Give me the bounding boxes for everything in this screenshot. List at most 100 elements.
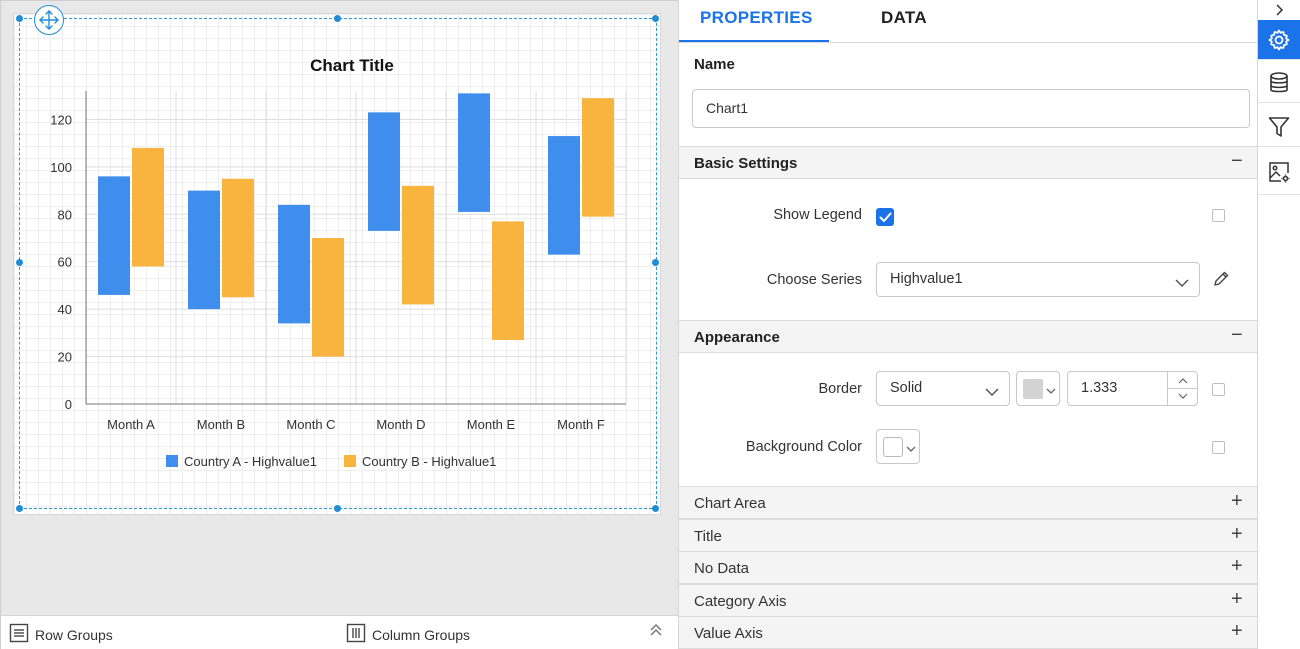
properties-panel: PROPERTIES DATA Name Chart1 Basic Settin… xyxy=(678,0,1258,649)
bar-country-a xyxy=(188,190,220,310)
section-title-label: Title xyxy=(694,528,722,545)
border-color-picker[interactable] xyxy=(1016,371,1060,406)
expand-plus-icon[interactable]: + xyxy=(1231,555,1243,577)
gear-icon[interactable] xyxy=(1258,20,1300,60)
show-legend-checkbox[interactable] xyxy=(876,208,894,226)
resize-handle-sw[interactable] xyxy=(16,505,23,512)
border-label: Border xyxy=(818,381,862,397)
y-tick-label: 60 xyxy=(58,255,72,270)
name-input[interactable]: Chart1 xyxy=(692,89,1250,128)
tab-properties[interactable]: PROPERTIES xyxy=(700,8,813,27)
filter-icon[interactable] xyxy=(1258,107,1300,147)
x-tick-label: Month B xyxy=(197,417,245,432)
bar-country-b xyxy=(402,185,434,305)
row-groups-label: Row Groups xyxy=(35,626,113,643)
chevron-up-icon[interactable] xyxy=(1168,372,1197,388)
chevron-down-icon xyxy=(1046,383,1056,399)
section-appearance[interactable]: Appearance − xyxy=(679,320,1257,353)
expand-plus-icon[interactable]: + xyxy=(1231,588,1243,610)
resize-handle-ne[interactable] xyxy=(652,15,659,22)
chevron-down-icon xyxy=(984,380,1000,413)
x-tick-label: Month F xyxy=(557,417,605,432)
bar-country-b xyxy=(132,147,164,267)
chart-legend: Country A - Highvalue1 Country B - Highva… xyxy=(166,454,496,469)
resize-handle-s[interactable] xyxy=(334,505,341,512)
y-tick-label: 0 xyxy=(65,397,72,412)
section-basic-settings-label: Basic Settings xyxy=(694,155,798,172)
name-label: Name xyxy=(694,56,735,73)
bar-country-a xyxy=(98,176,130,295)
y-tick-label: 80 xyxy=(58,207,72,222)
chart-axes: 0 20 40 60 80 100 120 Month A Month B Month C Mont… xyxy=(50,91,626,432)
choose-series-dropdown[interactable]: Highvalue1 xyxy=(876,262,1200,297)
background-color-picker[interactable] xyxy=(876,429,920,464)
border-width-numeric[interactable]: 1.333 xyxy=(1067,371,1198,406)
section-title[interactable]: Title + xyxy=(679,519,1257,552)
tab-data[interactable]: DATA xyxy=(881,8,927,27)
y-tick-label: 100 xyxy=(50,160,72,175)
bar-country-b xyxy=(312,238,344,357)
section-chart-area-label: Chart Area xyxy=(694,495,766,512)
resize-handle-w[interactable] xyxy=(16,259,23,266)
bar-country-b xyxy=(582,98,614,217)
checkmark-icon xyxy=(879,212,891,222)
row-groups-button[interactable]: Row Groups xyxy=(9,623,113,646)
y-tick-label: 20 xyxy=(58,350,72,365)
resize-handle-e[interactable] xyxy=(652,259,659,266)
border-width-stepper[interactable] xyxy=(1167,372,1197,405)
choose-series-label: Choose Series xyxy=(766,272,862,288)
x-tick-label: Month D xyxy=(376,417,425,432)
expand-plus-icon[interactable]: + xyxy=(1231,523,1243,545)
double-chevron-up-icon[interactable] xyxy=(649,622,663,641)
section-category-axis[interactable]: Category Axis + xyxy=(679,584,1257,617)
icon-rail xyxy=(1258,0,1300,649)
show-legend-expression-checkbox[interactable] xyxy=(1212,209,1225,222)
resize-handle-n[interactable] xyxy=(334,15,341,22)
choose-series-value: Highvalue1 xyxy=(890,271,963,287)
section-category-axis-label: Category Axis xyxy=(694,593,787,610)
legend-swatch xyxy=(166,455,178,467)
legend-label: Country A - Highvalue1 xyxy=(184,454,317,469)
x-tick-label: Month A xyxy=(107,417,155,432)
expand-plus-icon[interactable]: + xyxy=(1231,620,1243,642)
panel-tabs: PROPERTIES DATA xyxy=(679,0,1257,43)
chevron-right-icon[interactable] xyxy=(1258,0,1300,20)
column-groups-label: Column Groups xyxy=(372,626,471,643)
expand-plus-icon[interactable]: + xyxy=(1231,490,1243,512)
chart: 0 20 40 60 80 100 120 Month A Month B Month C Mont… xyxy=(50,56,627,469)
legend-swatch xyxy=(344,455,356,467)
move-icon[interactable] xyxy=(34,5,64,35)
column-groups-icon xyxy=(346,623,366,646)
chevron-down-icon xyxy=(1174,271,1190,304)
border-style-dropdown[interactable]: Solid xyxy=(876,371,1010,406)
chart-bars xyxy=(98,93,614,357)
resize-handle-se[interactable] xyxy=(652,505,659,512)
groups-bar: Row Groups Column Groups xyxy=(1,615,679,649)
collapse-minus-icon[interactable]: − xyxy=(1231,324,1243,346)
section-appearance-label: Appearance xyxy=(694,329,780,346)
bar-country-a xyxy=(368,112,400,231)
border-color-swatch xyxy=(1023,379,1043,399)
section-basic-settings[interactable]: Basic Settings − xyxy=(679,146,1257,179)
background-color-label: Background Color xyxy=(745,439,862,455)
section-value-axis[interactable]: Value Axis + xyxy=(679,616,1257,649)
legend-label: Country B - Highvalue1 xyxy=(362,454,496,469)
section-chart-area[interactable]: Chart Area + xyxy=(679,486,1257,519)
y-tick-label: 120 xyxy=(50,112,72,127)
collapse-minus-icon[interactable]: − xyxy=(1231,150,1243,172)
database-icon[interactable] xyxy=(1258,63,1300,103)
section-no-data[interactable]: No Data + xyxy=(679,551,1257,584)
chart-gridlines xyxy=(86,91,627,405)
column-groups-button[interactable]: Column Groups xyxy=(346,623,470,646)
section-value-axis-label: Value Axis xyxy=(694,625,763,642)
background-color-expression-checkbox[interactable] xyxy=(1212,441,1225,454)
image-settings-icon[interactable] xyxy=(1258,150,1300,195)
bar-country-a xyxy=(458,93,490,212)
x-tick-label: Month C xyxy=(286,417,335,432)
chevron-down-icon[interactable] xyxy=(1168,388,1197,404)
edit-pencil-icon[interactable] xyxy=(1212,270,1230,291)
bar-country-b xyxy=(492,221,524,340)
border-expression-checkbox[interactable] xyxy=(1212,383,1225,396)
bar-country-a xyxy=(548,136,580,255)
resize-handle-nw[interactable] xyxy=(16,15,23,22)
